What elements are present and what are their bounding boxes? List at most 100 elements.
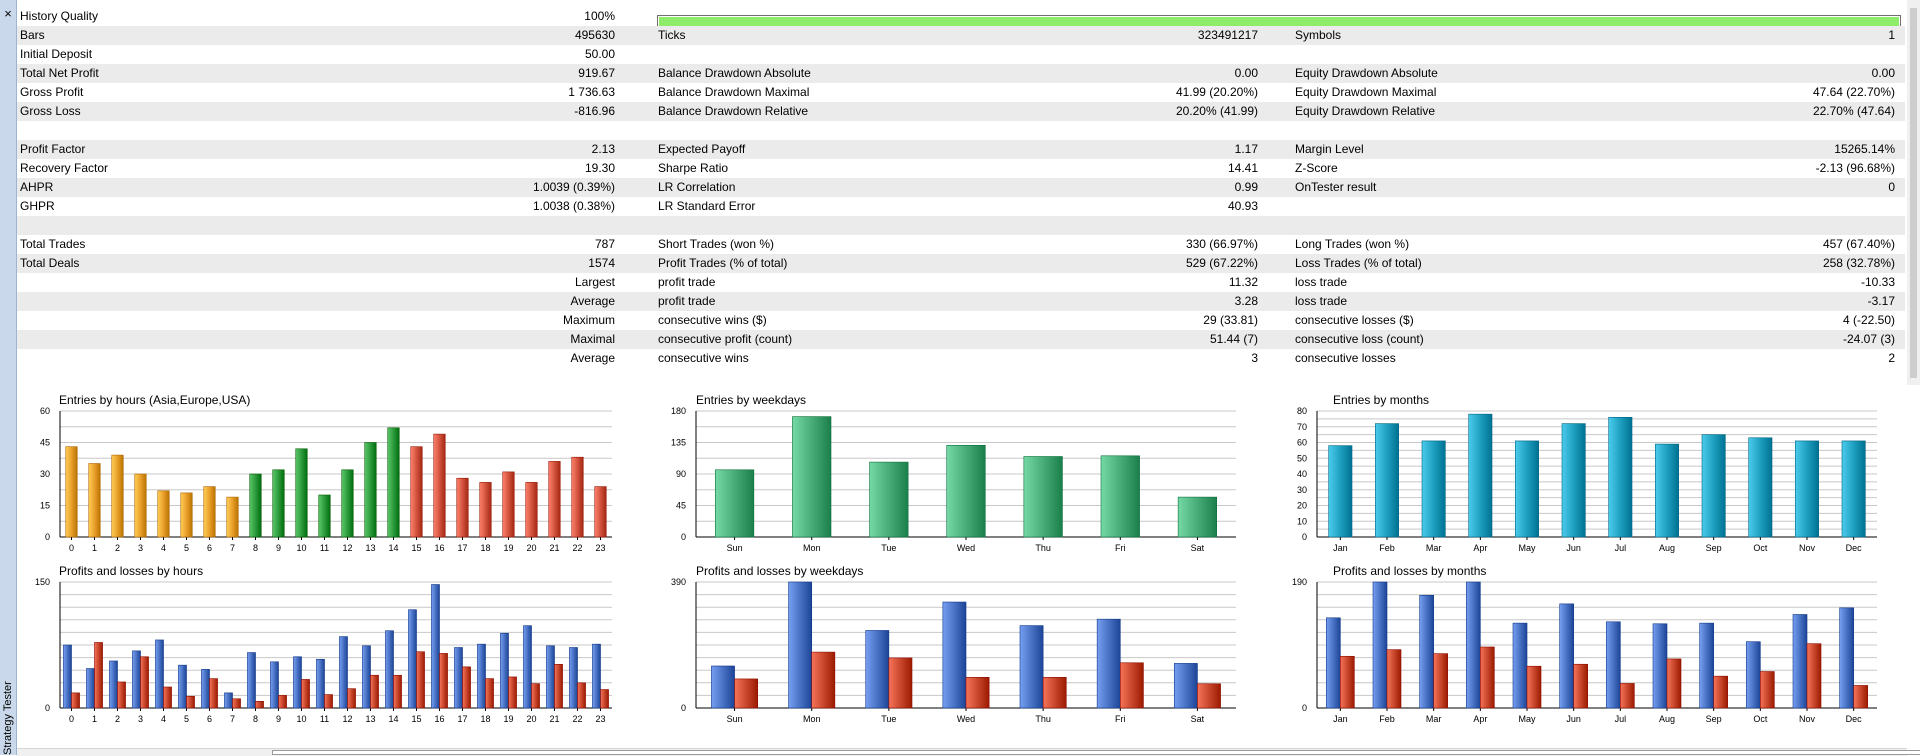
x-tick-label: 22	[572, 714, 582, 724]
loss-bar	[531, 683, 540, 709]
x-tick-label: Sat	[1191, 714, 1205, 724]
vertical-scrollbar[interactable]	[1907, 0, 1920, 385]
x-tick-label: 15	[411, 543, 421, 553]
chart-title: Profits and losses by months	[1333, 564, 1486, 578]
chart-title: Profits and losses by weekdays	[696, 564, 863, 578]
y-tick-label: 45	[40, 438, 50, 448]
x-tick-label: 23	[595, 714, 605, 724]
bar	[1328, 445, 1353, 538]
horizontal-scrollbar-thumb[interactable]	[272, 750, 1920, 755]
x-tick-label: Sat	[1191, 543, 1205, 553]
loss-bar	[811, 651, 836, 709]
y-tick-label: 0	[1302, 532, 1307, 542]
stat-value-col1: 919.67	[578, 66, 615, 80]
x-tick-label: 9	[276, 714, 281, 724]
bar	[1177, 496, 1218, 538]
stat-row-label: Maximal	[570, 332, 615, 346]
x-tick-label: 9	[276, 543, 281, 553]
y-tick-label: 90	[676, 469, 686, 479]
x-tick-label: 10	[296, 543, 306, 553]
stat-value-col3: 1	[1888, 28, 1895, 42]
close-icon[interactable]: ×	[4, 6, 12, 21]
loss-bar	[485, 678, 494, 709]
stat-value-col1: 1.0038 (0.38%)	[532, 199, 615, 213]
loss-bar	[232, 698, 241, 709]
stat-label-col2: Short Trades (won %)	[658, 237, 775, 251]
stat-value-col2: 529 (67.22%)	[1185, 256, 1258, 270]
profit-bar	[201, 669, 210, 709]
bar	[364, 442, 377, 538]
stats-row: Maximal consecutive profit (count) 51.44 (…	[17, 330, 1905, 349]
stat-value-col1: 495630	[574, 28, 615, 42]
bar	[1841, 440, 1866, 538]
stats-row: Gross Profit 1 736.63 Balance Drawdown Max…	[17, 83, 1905, 102]
x-tick-label: Jan	[1333, 543, 1348, 553]
stat-label-col3: Equity Drawdown Absolute	[1295, 66, 1438, 80]
x-tick-label: Wed	[957, 543, 975, 553]
bar	[792, 416, 832, 538]
loss-bar	[370, 674, 379, 709]
loss-bar	[1480, 646, 1495, 709]
x-tick-label: 16	[434, 543, 444, 553]
stat-label-col2: consecutive wins ($)	[658, 313, 767, 327]
profit-bar	[865, 630, 890, 709]
x-tick-label: 7	[230, 543, 235, 553]
x-tick-label: 0	[69, 714, 74, 724]
stat-label-col1: Bars	[20, 28, 45, 42]
x-tick-label: Dec	[1846, 543, 1863, 553]
x-tick-label: 20	[526, 543, 536, 553]
x-tick-label: 18	[480, 543, 490, 553]
bar	[714, 469, 755, 538]
x-tick-label: 2	[115, 714, 120, 724]
loss-bar	[1853, 685, 1868, 709]
profit-bar	[711, 665, 735, 709]
stat-row-label: Maximum	[562, 313, 615, 327]
y-tick-label: 60	[1297, 438, 1307, 448]
loss-bar	[186, 695, 195, 709]
profit-bar	[1512, 622, 1528, 709]
y-tick-label: 15	[40, 501, 50, 511]
loss-bar	[1620, 683, 1635, 709]
loss-bar	[1386, 649, 1402, 709]
profit-bar	[293, 656, 302, 709]
bar	[226, 496, 239, 538]
profit-bar	[385, 630, 394, 709]
profit-bar	[1839, 607, 1854, 709]
bar	[1608, 416, 1633, 538]
x-tick-label: 18	[480, 714, 490, 724]
x-tick-label: Tue	[881, 543, 896, 553]
stat-label-col1: Total Trades	[20, 237, 86, 251]
stat-label-col2: Sharpe Ratio	[658, 161, 729, 175]
stat-row-label: Average	[570, 351, 615, 365]
profit-bar	[155, 639, 164, 709]
strategy-tester-sidebar: × Strategy Tester	[0, 0, 17, 755]
bar	[295, 448, 308, 538]
profit-bar	[109, 660, 118, 709]
stat-label-col1: Total Net Profit	[20, 66, 99, 80]
x-tick-label: 21	[549, 714, 559, 724]
chart-title: Entries by weekdays	[696, 393, 806, 407]
profit-bar	[1372, 581, 1388, 709]
stat-value-col3: -2.13 (96.68%)	[1815, 161, 1895, 175]
bar	[1023, 456, 1063, 538]
stat-label-col2: LR Correlation	[658, 180, 736, 194]
loss-bar	[1119, 662, 1144, 709]
x-tick-label: 13	[365, 543, 375, 553]
loss-bar	[1433, 653, 1448, 709]
stat-label-col3: Z-Score	[1295, 161, 1338, 175]
bar	[249, 473, 262, 538]
profit-bar	[1559, 603, 1574, 709]
profit-bar	[523, 625, 532, 709]
x-tick-label: 12	[342, 543, 352, 553]
stat-label-col1: Profit Factor	[20, 142, 86, 156]
stats-row: Initial Deposit 50.00	[17, 45, 1905, 64]
x-tick-label: Oct	[1753, 714, 1768, 724]
stat-value-col3: 47.64 (22.70%)	[1812, 85, 1895, 99]
vertical-scrollbar-thumb[interactable]	[1910, 8, 1917, 378]
profit-bar	[247, 652, 256, 709]
loss-bar	[734, 678, 759, 709]
bar	[548, 461, 561, 538]
stat-value-col2: 11.32	[1228, 275, 1258, 289]
stat-label-col3: Equity Drawdown Maximal	[1295, 85, 1437, 99]
profit-bar	[1096, 618, 1121, 709]
